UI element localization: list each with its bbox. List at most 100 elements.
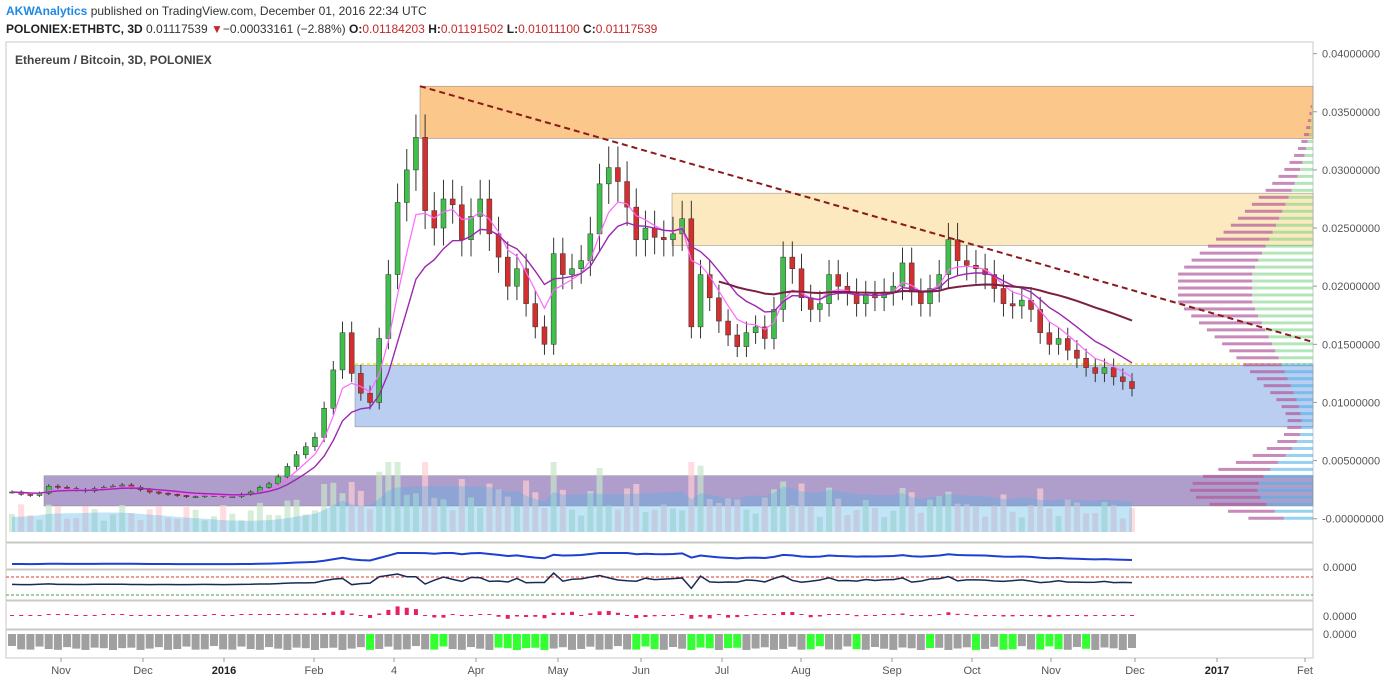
profile-bar (1296, 398, 1313, 402)
volume-bar (165, 517, 172, 532)
indicator-4-bar (108, 634, 117, 650)
indicator-4-bar (393, 634, 402, 650)
indicator-4-bar (237, 634, 246, 647)
volume-bar (1129, 508, 1135, 532)
indicator-4-bar (301, 634, 310, 649)
indicator-3-bar (175, 615, 180, 616)
indicator-3-bar (524, 615, 529, 617)
volume-bar (1110, 505, 1117, 532)
volume-bar (201, 520, 208, 532)
indicator-4-bar (402, 634, 411, 650)
indicator-3-bar (276, 614, 281, 615)
indicator-4-bar (182, 634, 191, 647)
indicator-4-bar (81, 634, 90, 650)
volume-bar (174, 518, 181, 532)
volume-bar (587, 491, 594, 532)
profile-bar (1306, 146, 1313, 150)
candle-body (1129, 381, 1135, 389)
indicator-4-bar (687, 634, 696, 650)
volume-average-area (12, 486, 1132, 532)
profile-bar (1283, 516, 1313, 520)
profile-bar (1299, 433, 1313, 437)
indicator-3-bar (928, 615, 933, 617)
volume-bar (835, 498, 842, 532)
indicator-4-bar (714, 634, 723, 650)
candle-body (358, 373, 364, 394)
indicator-3-bar (597, 611, 602, 615)
indicator-4-bar (613, 634, 622, 647)
indicator-4-bar (724, 634, 733, 649)
profile-bar (1300, 412, 1313, 416)
profile-bar (1235, 460, 1279, 464)
volume-bar (697, 465, 704, 532)
volume-bar (210, 516, 217, 532)
profile-bar (1223, 230, 1273, 234)
volume-bar (927, 499, 934, 532)
indicator-4-bar (1017, 634, 1026, 647)
candle-body (569, 268, 575, 275)
candle-body (780, 256, 786, 310)
indicator-4-bar (8, 634, 16, 646)
candle-body (266, 483, 272, 488)
indicator-3-bar (983, 615, 988, 616)
volume-bar (513, 505, 520, 532)
profile-bar (1298, 405, 1313, 409)
candle-body (817, 303, 823, 310)
volume-bar (137, 519, 144, 532)
candle-body (670, 233, 676, 240)
profile-bar (1252, 279, 1313, 283)
indicator-pane-3[interactable] (5, 600, 1314, 630)
volume-bar (550, 462, 557, 532)
indicator-4-bar (191, 634, 200, 650)
x-tick-label: May (548, 665, 569, 677)
candle-body (679, 218, 685, 235)
volume-bar (36, 519, 43, 532)
profile-bar (1256, 377, 1288, 381)
indicator-4-bar (375, 634, 384, 649)
volume-bar (348, 481, 355, 532)
volume-bar (605, 505, 612, 532)
candle-body (1000, 288, 1007, 304)
profile-bar (1277, 440, 1297, 443)
profile-bar (1261, 321, 1313, 325)
indicator-3-bar (680, 614, 685, 615)
indicator-3-bar (267, 614, 272, 615)
indicator-3-bar (707, 615, 712, 619)
candle-body (449, 198, 456, 206)
volume-bar (614, 509, 621, 532)
author-link[interactable]: AKWAnalytics (6, 4, 88, 18)
x-tick-label: Oct (963, 665, 980, 677)
candle-body (1046, 332, 1053, 345)
indicator-3-bar (817, 615, 822, 617)
chart-svg[interactable]: Ethereum / Bitcoin, 3D, POLONIEX 0.04000… (0, 40, 1395, 685)
indicator-3-bar (652, 615, 657, 617)
volume-bar (1073, 502, 1080, 532)
indicator-3-bar (413, 609, 418, 615)
volume-bar (293, 499, 300, 532)
candle-body (156, 491, 162, 494)
indicator-3-bar (992, 615, 997, 616)
indicator-4-bar (522, 634, 531, 649)
indicator-3-bar (937, 614, 942, 615)
indicator-4-bar (292, 634, 301, 648)
indicator-4-bar (1008, 634, 1017, 650)
indicator-3-bar (533, 615, 538, 617)
volume-bar (899, 488, 906, 532)
candle-body (927, 288, 933, 304)
indicator-3-bar (221, 615, 226, 616)
indicator-4-bar (1109, 634, 1118, 649)
candle-body (468, 216, 474, 240)
candle-body (908, 262, 915, 293)
profile-bar (1304, 133, 1309, 137)
volume-bar (715, 502, 722, 532)
candle-body (303, 446, 309, 456)
volume-bar (504, 496, 511, 532)
candle-body (945, 239, 952, 275)
profile-bar (1301, 426, 1313, 430)
candle-body (284, 466, 291, 478)
candle-body (578, 260, 584, 269)
profile-bar (1276, 398, 1297, 402)
volume-bar (871, 508, 878, 532)
candle-body (734, 334, 740, 347)
x-tick-label: 2016 (212, 665, 236, 677)
